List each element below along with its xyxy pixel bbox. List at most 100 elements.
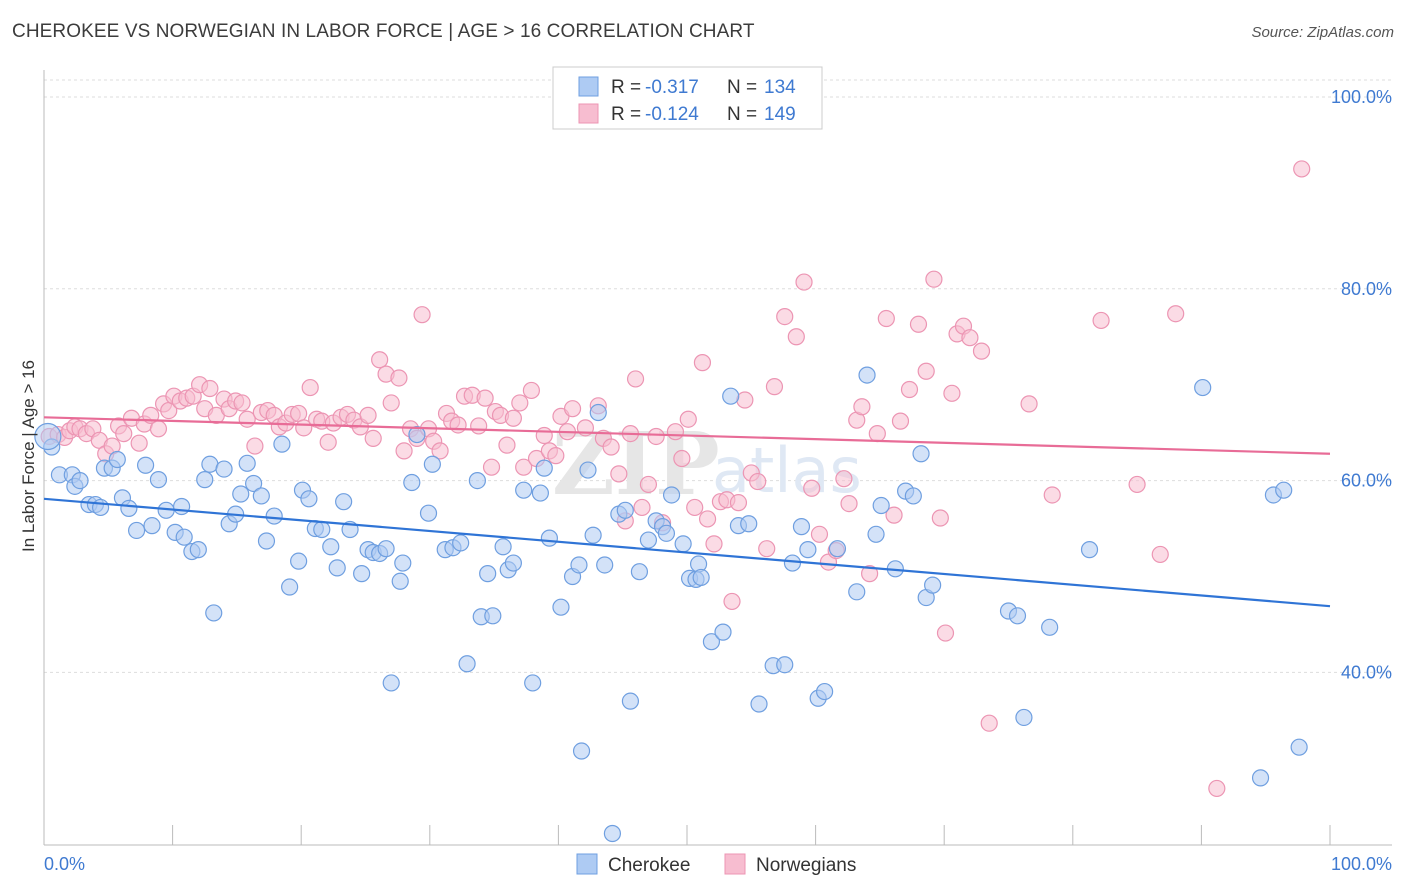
point-cherokee <box>867 525 885 543</box>
point-cherokee <box>120 499 138 517</box>
point-norwegians <box>758 540 776 558</box>
point-norwegians <box>626 370 645 388</box>
point-norwegians <box>673 449 691 468</box>
point-cherokee <box>281 578 299 596</box>
point-norwegians <box>515 458 533 476</box>
point-cherokee <box>630 563 649 581</box>
legend-swatch-cherokee <box>578 76 599 97</box>
point-norwegians <box>482 458 501 476</box>
point-norwegians <box>679 410 697 428</box>
point-cherokee <box>313 520 331 539</box>
point-norwegians <box>1092 311 1110 330</box>
point-cherokee <box>1251 769 1270 787</box>
point-cherokee <box>1290 738 1308 756</box>
point-norwegians <box>476 389 494 407</box>
point-norwegians <box>639 475 658 494</box>
point-cherokee <box>335 493 353 511</box>
point-norwegians <box>1043 486 1061 504</box>
point-norwegians <box>1208 779 1226 798</box>
y-tick-label: 100.0% <box>1331 87 1392 107</box>
point-norwegians <box>723 592 741 611</box>
y-tick-labels: 40.0% 60.0% 80.0% 100.0% <box>1331 87 1392 682</box>
legend-n-label-cherokee: N = <box>727 77 757 98</box>
point-cherokee <box>616 501 634 519</box>
axes <box>43 70 1392 846</box>
point-cherokee <box>662 486 681 504</box>
point-norwegians <box>931 509 949 527</box>
point-norwegians <box>972 342 991 360</box>
point-norwegians <box>705 535 723 553</box>
point-cherokee <box>657 524 676 542</box>
point-cherokee <box>290 552 308 570</box>
point-norwegians <box>149 420 168 438</box>
point-norwegians <box>390 369 408 387</box>
point-norwegians <box>686 498 704 517</box>
point-norwegians <box>547 447 565 465</box>
point-norwegians <box>891 412 910 430</box>
point-norwegians <box>449 416 467 434</box>
point-cherokee <box>639 531 658 549</box>
point-cherokee <box>1275 481 1293 499</box>
point-cherokee <box>265 507 283 525</box>
point-cherokee <box>127 521 146 540</box>
point-norwegians <box>666 423 685 441</box>
point-cherokee <box>1194 378 1212 397</box>
bottom-legend: Cherokee Norwegians <box>576 853 856 876</box>
point-cherokee <box>71 471 89 490</box>
point-cherokee <box>722 387 740 405</box>
point-cherokee <box>848 583 866 601</box>
point-cherokee <box>322 538 340 556</box>
point-cherokee <box>828 540 847 558</box>
point-cherokee <box>382 674 400 692</box>
point-cherokee <box>799 541 817 559</box>
point-norwegians <box>371 351 389 369</box>
point-norwegians <box>633 498 651 517</box>
point-cherokee <box>173 497 191 516</box>
point-cherokee <box>584 526 602 544</box>
point-cherokee <box>535 459 553 477</box>
point-cherokee <box>408 425 426 444</box>
grid-lines <box>44 79 1392 673</box>
point-cherokee <box>205 604 223 622</box>
point-norwegians <box>1167 305 1185 323</box>
bottom-legend-label-cherokee: Cherokee <box>608 855 690 876</box>
point-norwegians <box>1293 160 1311 178</box>
point-cherokee <box>245 474 263 493</box>
point-cherokee <box>603 824 622 843</box>
bottom-legend-label-norwegians: Norwegians <box>756 855 856 876</box>
point-cherokee <box>377 540 395 558</box>
point-norwegians <box>470 417 488 435</box>
x-axis-ticks <box>43 825 1331 845</box>
point-cherokee <box>904 487 922 505</box>
chart-source: Source: ZipAtlas.com <box>1251 24 1394 41</box>
point-norwegians <box>980 714 998 732</box>
point-norwegians <box>693 354 712 372</box>
point-cherokee <box>238 454 256 472</box>
point-norwegians <box>238 410 256 428</box>
point-cherokee <box>596 556 614 574</box>
point-norwegians <box>535 426 553 445</box>
point-cherokee <box>394 554 412 572</box>
y-tick-label: 60.0% <box>1341 471 1392 491</box>
bottom-legend-swatch-cherokee <box>576 853 598 875</box>
point-cherokee <box>215 460 233 478</box>
legend-n-label-norwegians: N = <box>727 104 757 125</box>
point-norwegians <box>917 362 935 380</box>
point-cherokee <box>792 518 811 536</box>
point-norwegians <box>1151 545 1169 564</box>
bottom-legend-swatch-norwegians <box>724 853 746 875</box>
point-cherokee <box>570 556 588 574</box>
point-norwegians <box>359 406 377 424</box>
x-tick-label-min: 0.0% <box>44 854 85 874</box>
point-norwegians <box>563 400 582 418</box>
point-norwegians <box>840 495 858 513</box>
point-norwegians <box>698 510 717 528</box>
point-cherokee <box>494 538 512 556</box>
point-cherokee <box>91 498 110 517</box>
point-norwegians <box>765 378 784 396</box>
point-norwegians <box>749 472 767 491</box>
point-cherokee <box>149 471 168 489</box>
point-norwegians <box>900 380 919 399</box>
point-norwegians <box>301 378 319 397</box>
